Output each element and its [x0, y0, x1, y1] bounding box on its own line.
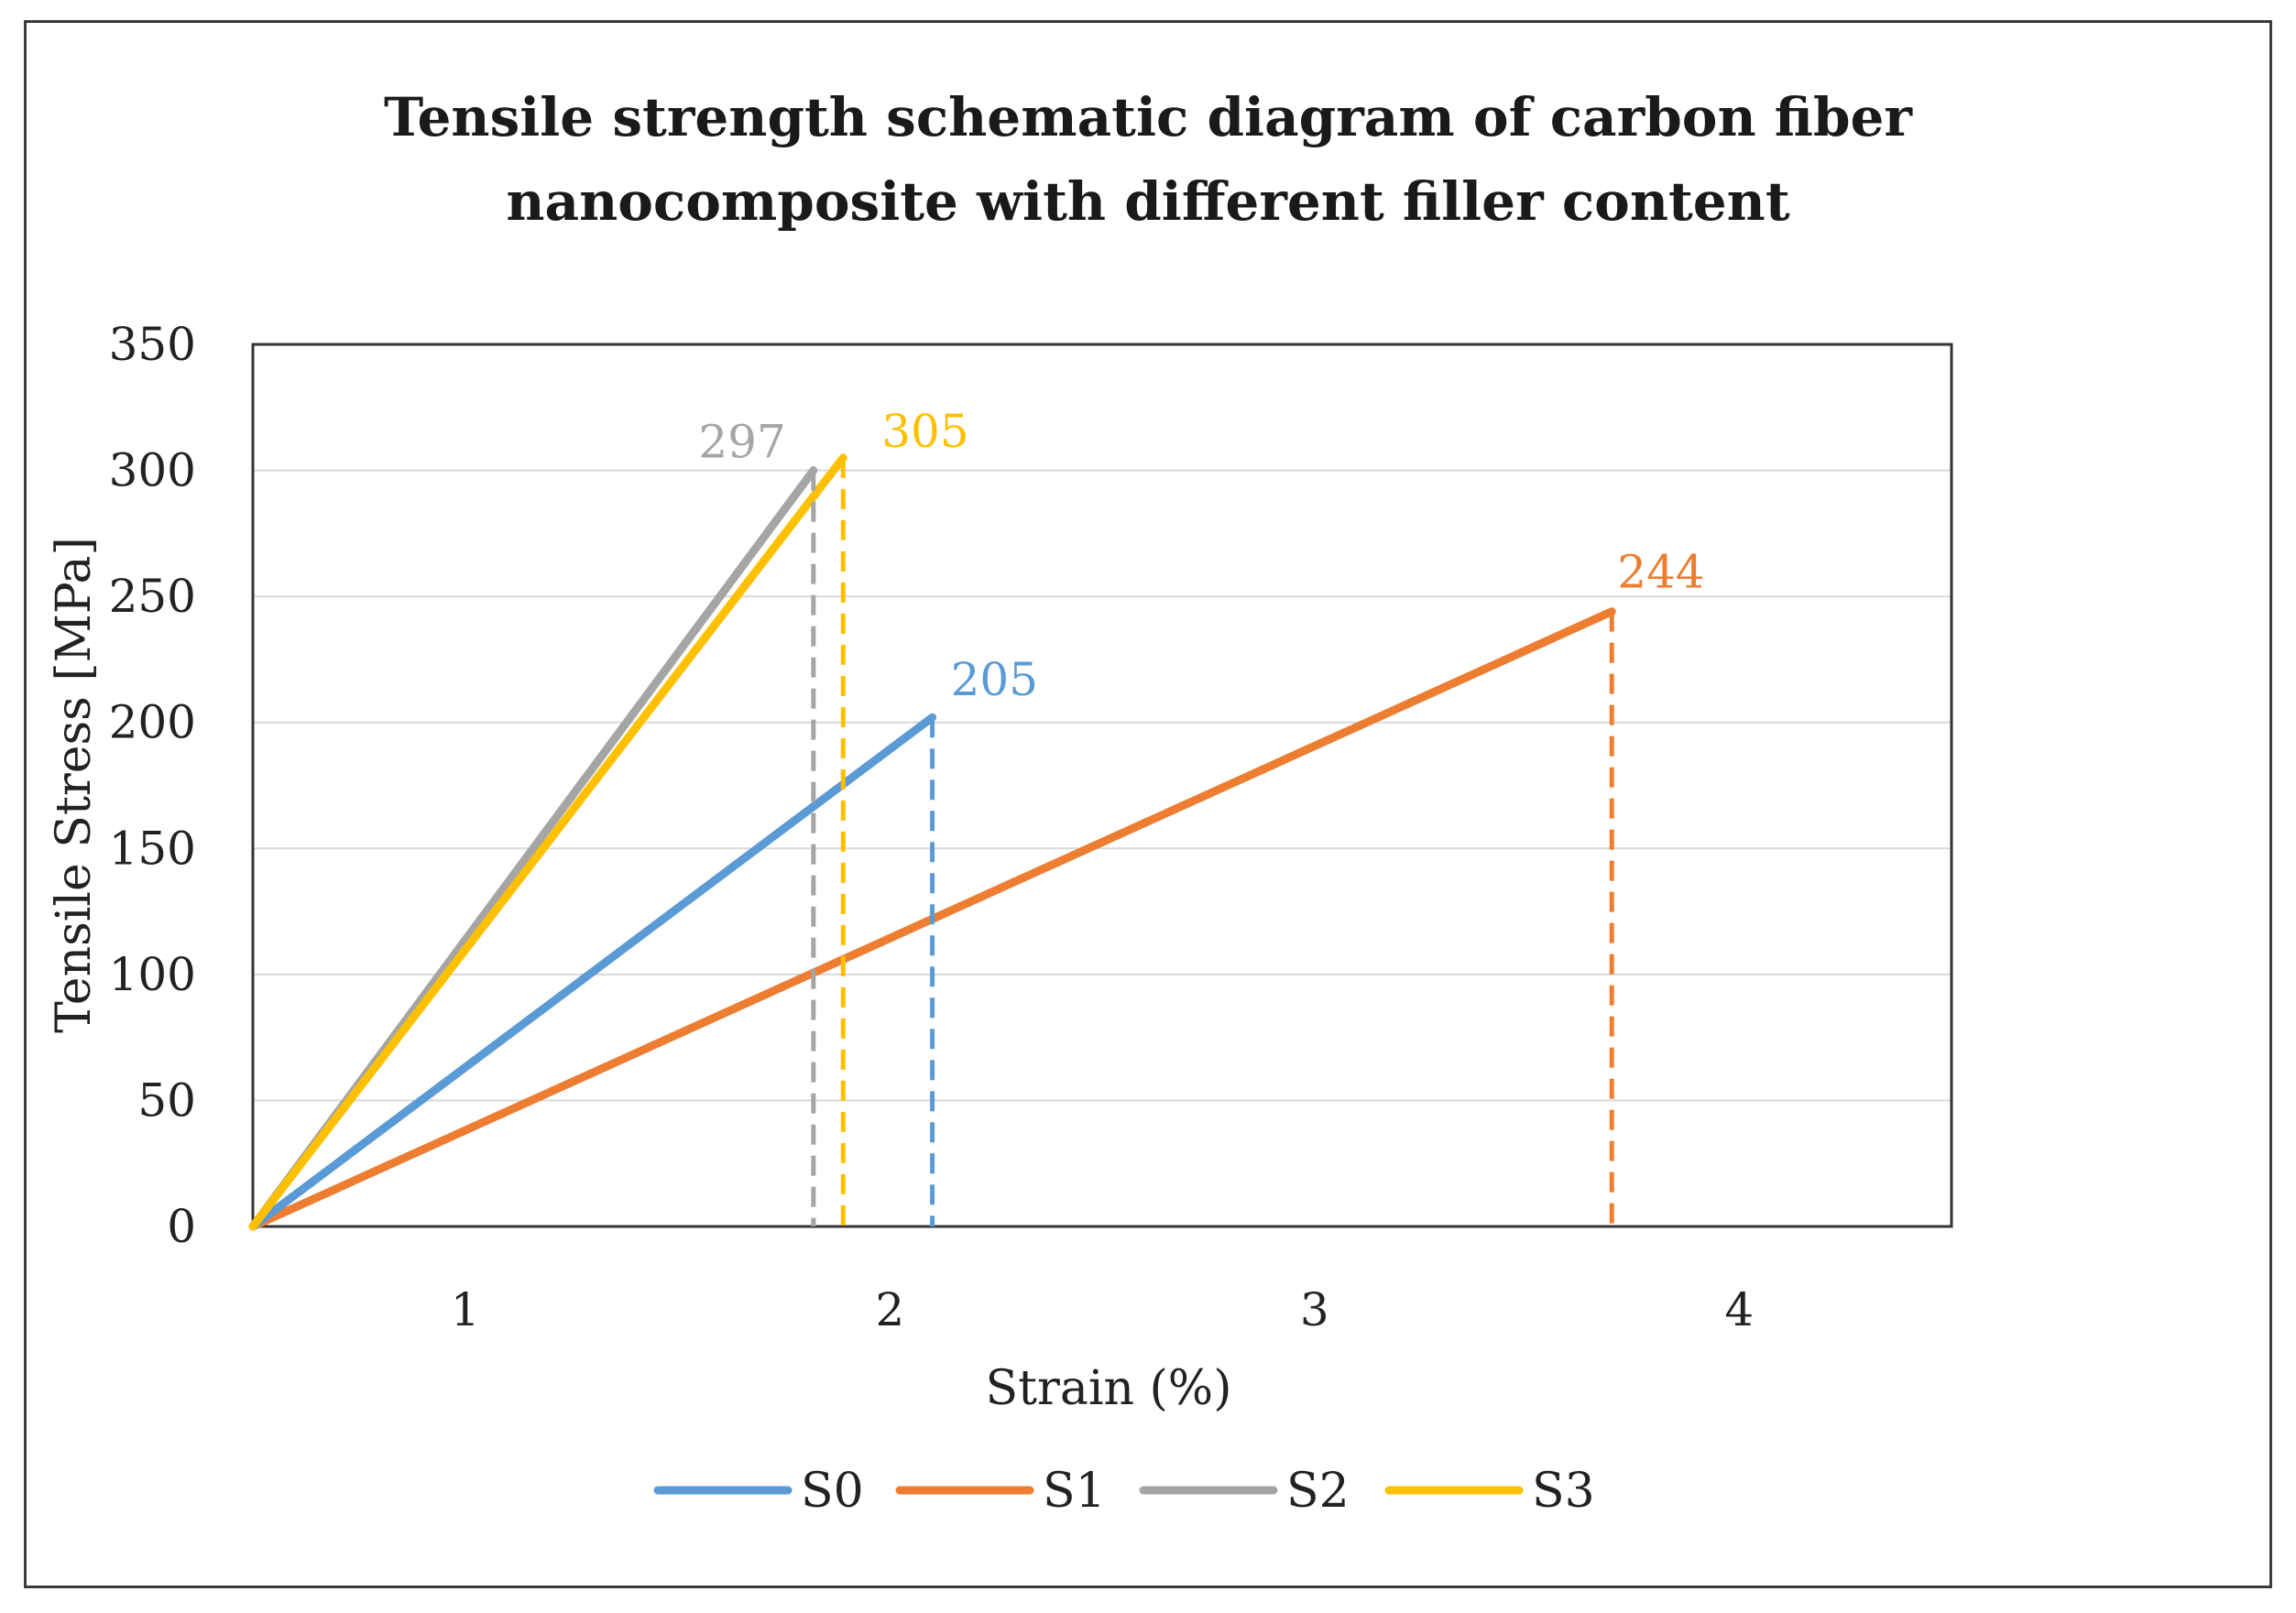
- plot-area-border: [251, 343, 1953, 1228]
- x-tick-label: 2: [875, 1283, 904, 1336]
- x-tick-label: 4: [1724, 1283, 1754, 1336]
- x-tick-label: 1: [451, 1283, 480, 1336]
- y-tick-label: 350: [109, 318, 196, 371]
- y-tick-label: 250: [109, 570, 196, 623]
- y-tick-label: 100: [109, 948, 196, 1001]
- x-tick-labels: 1 2 3 4: [451, 1283, 1754, 1336]
- peak-labels: 205 244 297 305: [698, 405, 1704, 706]
- y-axis-label: Tensile Stress [MPa]: [47, 537, 102, 1033]
- legend-label-S2: S2: [1286, 1464, 1350, 1519]
- legend-label-S1: S1: [1043, 1464, 1106, 1519]
- chart-title-line-2: nanocomposite with different filler cont…: [506, 170, 1790, 233]
- legend-label-S3: S3: [1532, 1464, 1595, 1519]
- y-tick-label: 200: [109, 696, 196, 749]
- chart-title: Tensile strength schematic diagram of ca…: [24, 75, 2272, 244]
- series-line-S0: [248, 713, 937, 1231]
- legend: S0 S1 S2 S3: [653, 1464, 1595, 1519]
- figure-frame: [24, 20, 2272, 1588]
- series-line-S3: [248, 453, 847, 1231]
- y-tick-label: 300: [109, 444, 196, 497]
- peak-label-S2: 297: [698, 416, 785, 469]
- y-tick-label: 150: [109, 822, 196, 875]
- x-axis-label: Strain (%): [985, 1361, 1231, 1416]
- peak-label-S3: 305: [881, 405, 968, 458]
- legend-label-S0: S0: [801, 1464, 864, 1519]
- x-tick-label: 3: [1300, 1283, 1329, 1336]
- y-tick-labels: 0 50 100 150 200 250 300 350: [109, 318, 196, 1253]
- chart-title-line-1: Tensile strength schematic diagram of ca…: [384, 86, 1912, 148]
- y-tick-label: 0: [167, 1200, 196, 1253]
- y-tick-label: 50: [137, 1074, 196, 1127]
- peak-label-S0: 205: [951, 653, 1038, 706]
- peak-label-S1: 244: [1617, 546, 1704, 599]
- peak-drop-lines: [811, 457, 1614, 1226]
- gridlines: [253, 469, 1952, 1102]
